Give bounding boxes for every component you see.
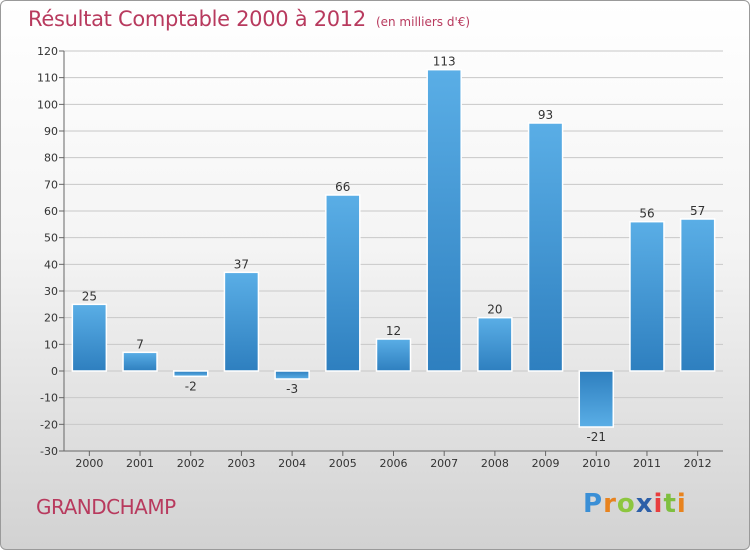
- x-tick-label: 2006: [380, 457, 408, 470]
- y-tick-label: 50: [44, 232, 58, 245]
- y-tick-label: 30: [44, 285, 58, 298]
- y-tick-label: 0: [51, 365, 58, 378]
- logo-letter: t: [663, 489, 677, 519]
- x-tick-label: 2005: [329, 457, 357, 470]
- y-tick-label: 80: [44, 152, 58, 165]
- x-tick-label: 2010: [582, 457, 610, 470]
- logo-letter: r: [603, 489, 617, 519]
- y-tick-label: -10: [40, 392, 58, 405]
- bar-2002: [172, 370, 209, 378]
- bar-2000: [71, 303, 108, 372]
- x-tick-label: 2003: [227, 457, 255, 470]
- x-tick-label: 2004: [278, 457, 306, 470]
- bar-2009: [527, 122, 564, 372]
- y-tick-label: 100: [37, 98, 58, 111]
- logo-letter: i: [653, 489, 664, 519]
- chart-title: Résultat Comptable 2000 à 2012 (en millie…: [28, 7, 471, 31]
- x-tick-label: 2008: [481, 457, 509, 470]
- x-tick-label: 2007: [430, 457, 458, 470]
- bar-2010: [578, 370, 615, 428]
- value-label: 93: [538, 108, 553, 122]
- value-label: 57: [690, 204, 705, 218]
- y-tick-label: 90: [44, 125, 58, 138]
- value-label: 25: [82, 289, 97, 303]
- logo-letter: o: [616, 489, 636, 519]
- bar-2001: [122, 351, 158, 372]
- bar-2012: [679, 218, 716, 372]
- y-tick-label: 40: [44, 258, 58, 271]
- bar-2007: [426, 68, 462, 372]
- bar-2011: [629, 220, 665, 372]
- x-tick-label: 2002: [177, 457, 205, 470]
- value-label: 113: [433, 55, 456, 69]
- x-tick-label: 2012: [684, 457, 712, 470]
- y-tick-label: 120: [37, 45, 58, 58]
- value-label: 66: [335, 180, 350, 194]
- value-label: -21: [586, 430, 606, 444]
- bar-2005: [325, 194, 361, 372]
- y-tick-label: -30: [40, 445, 58, 458]
- y-tick-label: -20: [40, 418, 58, 431]
- y-tick-label: 110: [37, 72, 58, 85]
- town-name: GRANDCHAMP: [36, 495, 176, 519]
- y-tick-label: 10: [44, 338, 58, 351]
- x-tick-label: 2001: [126, 457, 154, 470]
- logo-letter: P: [583, 489, 604, 519]
- value-label: -2: [185, 379, 197, 393]
- chart-subtitle: (en milliers d'€): [375, 15, 471, 29]
- y-tick-label: 20: [44, 312, 58, 325]
- value-label: 56: [639, 207, 654, 221]
- x-tick-label: 2009: [532, 457, 560, 470]
- x-tick-label: 2011: [633, 457, 661, 470]
- value-label: 37: [234, 257, 249, 271]
- bar-2008: [477, 316, 513, 372]
- x-tick-label: 2000: [75, 457, 103, 470]
- bar-2004: [274, 370, 310, 380]
- logo-letter: i: [676, 489, 687, 519]
- value-label: -3: [286, 382, 298, 396]
- bar-2003: [223, 271, 260, 372]
- proxiti-logo: Proxiti: [583, 489, 687, 519]
- y-tick-label: 70: [44, 178, 58, 191]
- bar-2006: [375, 338, 412, 372]
- value-label: 20: [487, 303, 502, 317]
- y-tick-label: 60: [44, 205, 58, 218]
- logo-letter: x: [635, 489, 654, 519]
- value-label: 7: [136, 337, 144, 351]
- value-label: 12: [386, 324, 401, 338]
